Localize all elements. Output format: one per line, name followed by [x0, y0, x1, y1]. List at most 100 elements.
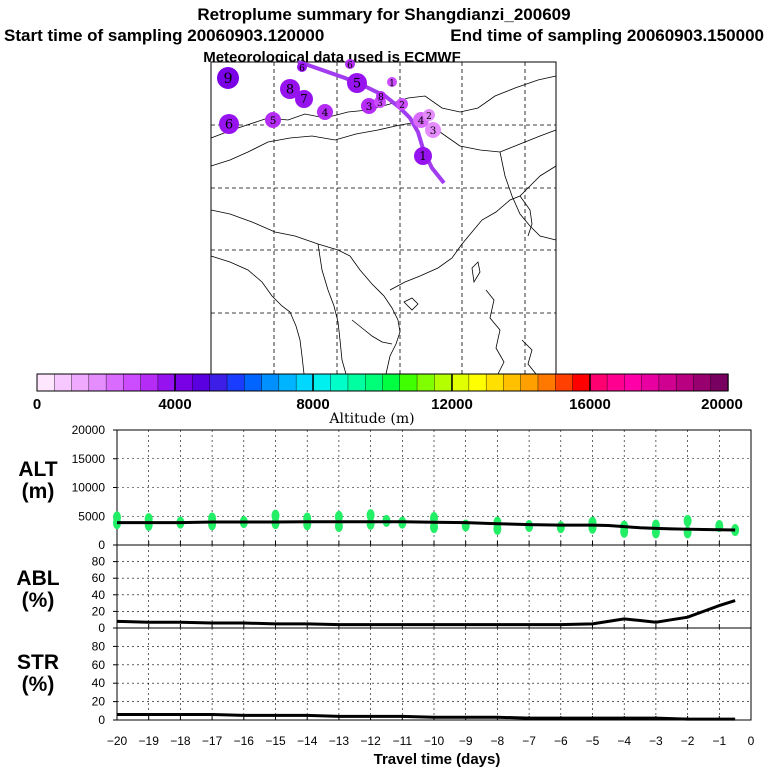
x-tick-label: −12	[360, 734, 381, 748]
colorbar-swatches	[36, 373, 729, 392]
map-cluster: 9	[217, 67, 239, 89]
map-cluster: 4	[317, 104, 333, 120]
colorbar: 0 4000 8000 12000 16000 20000 Altitude (…	[33, 373, 743, 427]
colorbar-swatch	[555, 373, 574, 392]
alt-scatter-point	[588, 516, 597, 529]
colorbar-swatch	[105, 373, 125, 392]
cluster-label: 8	[286, 83, 294, 98]
colorbar-swatch	[330, 373, 349, 392]
end-time-label: End time of sampling 20060903.150000	[450, 26, 764, 45]
y-tick-label: 20000	[72, 423, 106, 437]
map-borders	[210, 75, 557, 375]
cluster-label: 9	[223, 71, 232, 87]
map-cluster: 2	[423, 109, 435, 122]
cluster-dot	[317, 104, 333, 120]
cluster-dot	[414, 147, 432, 165]
y-tick-label: 0	[98, 538, 105, 552]
colorbar-swatch	[520, 373, 539, 392]
abl-panel-unit: (%)	[22, 589, 55, 612]
map-cluster: 6	[297, 62, 307, 74]
colorbar-swatch	[537, 373, 556, 392]
series-line	[116, 599, 736, 627]
map-graticule	[211, 62, 556, 374]
colorbar-swatch	[468, 373, 487, 392]
cluster-label: 5	[270, 115, 277, 127]
x-tick-label: −15	[265, 734, 286, 748]
colorbar-swatch	[36, 373, 55, 392]
colorbar-swatch	[123, 373, 142, 392]
colorbar-tick: 4000	[158, 396, 191, 413]
colorbar-swatch	[503, 373, 522, 392]
cluster-label: 1	[419, 149, 426, 163]
map-cluster: 3	[361, 98, 377, 114]
alt-scatter-point	[334, 510, 343, 523]
colorbar-swatch	[365, 373, 384, 392]
colorbar-swatch	[451, 373, 470, 392]
x-tick-label: −9	[459, 734, 473, 748]
cluster-label: 8	[378, 93, 384, 103]
colorbar-swatch	[88, 373, 107, 392]
cluster-dot	[396, 98, 408, 110]
colorbar-swatch	[485, 373, 505, 392]
x-tick-label: −8	[491, 734, 505, 748]
cluster-label: 6	[299, 64, 305, 74]
map-cluster: 6	[219, 114, 239, 134]
alt-scatter-point	[683, 514, 692, 527]
alt-scatter-point	[430, 521, 438, 534]
colorbar-swatch	[382, 373, 401, 392]
map-cluster: 7	[295, 90, 313, 108]
start-time-label: Start time of sampling 20060903.120000	[4, 26, 324, 45]
panel-1: 0 20 40 60 80	[92, 544, 752, 635]
x-tick-label: −3	[649, 734, 663, 748]
cluster-label: 2	[399, 101, 405, 111]
cluster-label: 3	[366, 101, 373, 113]
x-tick-label: −16	[234, 734, 255, 748]
colorbar-swatch	[641, 373, 660, 392]
colorbar-swatch	[658, 373, 677, 392]
y-tick-label: 60	[92, 571, 106, 585]
colorbar-swatch	[589, 373, 608, 392]
map-cluster: 5	[265, 112, 281, 128]
colorbar-swatch	[416, 373, 436, 392]
alt-scatter-point	[271, 509, 280, 522]
y-tick-label: 60	[92, 658, 106, 672]
x-tick-label: −1	[712, 734, 726, 748]
panel-2: 0 20 40 60 80	[92, 627, 752, 727]
x-tick-label: −18	[170, 734, 191, 748]
colorbar-frame	[36, 373, 729, 392]
x-tick-label: −5	[586, 734, 600, 748]
colorbar-swatch	[71, 373, 90, 392]
colorbar-swatch	[675, 373, 695, 392]
x-tick-label: −7	[522, 734, 536, 748]
series-line	[117, 520, 736, 532]
y-tick-label: 10000	[72, 481, 106, 495]
chart-title: Retroplume summary for Shangdianzi_20060…	[197, 5, 570, 24]
colorbar-swatch	[606, 373, 626, 392]
panel-0: 0 5000 10000 15000 20000	[72, 423, 752, 552]
cluster-dot	[347, 73, 367, 93]
y-tick-label: 40	[92, 588, 106, 602]
abl-panel-label: ABL	[16, 567, 59, 590]
alt-scatter-point	[113, 511, 121, 524]
cluster-dot	[387, 77, 397, 87]
time-series-panels: 0 5000 10000 15000 20000 0 20 40 60 80 0 20 40 60 80 −2…	[72, 423, 755, 748]
x-tick-label: −11	[393, 734, 413, 748]
cluster-label: 7	[300, 92, 307, 106]
colorbar-swatch	[572, 373, 591, 392]
str-panel-unit: (%)	[22, 673, 55, 696]
x-axis-label: Travel time (days)	[374, 751, 501, 768]
colorbar-swatch	[278, 373, 297, 392]
x-tick-label: −2	[681, 734, 695, 748]
colorbar-swatch	[434, 373, 453, 392]
map-cluster: 8	[376, 91, 386, 103]
cluster-label: 3	[377, 99, 383, 109]
alt-panel-label: ALT	[18, 458, 57, 481]
cluster-label: 4	[322, 107, 329, 119]
x-tick-label: −19	[139, 734, 160, 748]
x-tick-label: −14	[297, 734, 318, 748]
y-tick-label: 80	[92, 555, 106, 569]
cluster-dot	[280, 79, 300, 99]
map-cluster: 1	[414, 147, 432, 165]
